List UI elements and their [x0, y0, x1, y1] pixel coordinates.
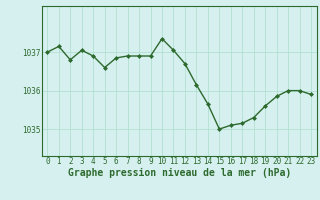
X-axis label: Graphe pression niveau de la mer (hPa): Graphe pression niveau de la mer (hPa) [68, 168, 291, 178]
